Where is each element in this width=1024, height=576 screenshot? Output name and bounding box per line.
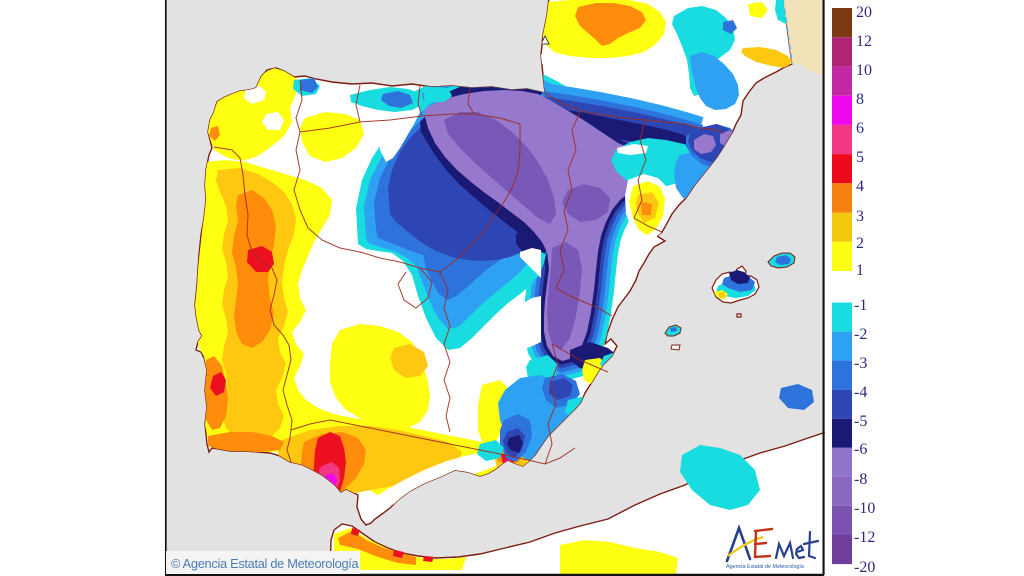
svg-text:-12: -12 xyxy=(854,529,875,546)
svg-text:-1: -1 xyxy=(854,297,867,314)
svg-text:5: 5 xyxy=(856,149,864,166)
svg-text:-10: -10 xyxy=(854,500,875,517)
svg-text:8: 8 xyxy=(856,91,864,108)
svg-text:20: 20 xyxy=(856,4,872,21)
svg-text:Agencia Estatal de Meteorologí: Agencia Estatal de Meteorología xyxy=(726,564,804,570)
svg-text:© Agencia Estatal de Meteorolo: © Agencia Estatal de Meteorología xyxy=(171,556,360,571)
svg-text:2: 2 xyxy=(856,235,864,252)
svg-text:3: 3 xyxy=(856,208,864,225)
svg-text:6: 6 xyxy=(856,120,864,137)
svg-text:-8: -8 xyxy=(854,471,867,488)
svg-text:10: 10 xyxy=(856,62,872,79)
svg-text:-4: -4 xyxy=(854,384,867,401)
svg-text:1: 1 xyxy=(856,262,864,279)
svg-text:-3: -3 xyxy=(854,355,867,372)
svg-text:12: 12 xyxy=(856,33,872,50)
svg-text:-6: -6 xyxy=(854,441,867,458)
svg-text:-20: -20 xyxy=(854,559,875,576)
svg-text:-2: -2 xyxy=(854,326,867,343)
svg-text:-5: -5 xyxy=(854,413,867,430)
svg-text:4: 4 xyxy=(856,178,864,195)
